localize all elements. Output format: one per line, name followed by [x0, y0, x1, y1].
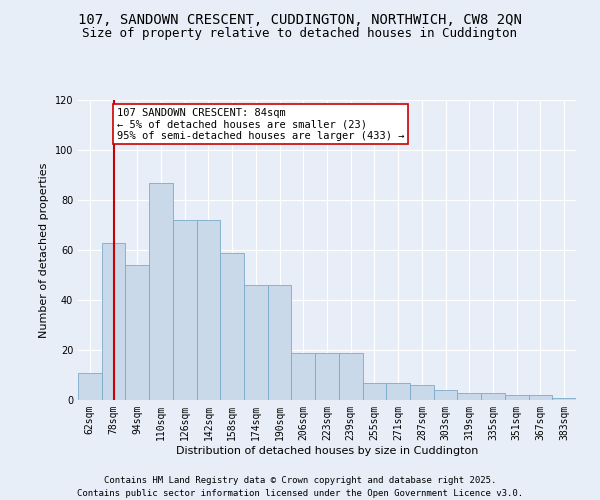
Bar — [410, 385, 434, 400]
Bar — [386, 382, 410, 400]
Bar — [457, 392, 481, 400]
Bar — [315, 352, 339, 400]
Bar — [125, 265, 149, 400]
Y-axis label: Number of detached properties: Number of detached properties — [39, 162, 49, 338]
Bar — [197, 220, 220, 400]
Bar — [362, 382, 386, 400]
Text: 107 SANDOWN CRESCENT: 84sqm
← 5% of detached houses are smaller (23)
95% of semi: 107 SANDOWN CRESCENT: 84sqm ← 5% of deta… — [117, 108, 404, 140]
Bar — [244, 285, 268, 400]
Bar — [292, 352, 315, 400]
Bar — [220, 252, 244, 400]
Bar — [552, 398, 576, 400]
Text: Contains HM Land Registry data © Crown copyright and database right 2025.
Contai: Contains HM Land Registry data © Crown c… — [77, 476, 523, 498]
Text: Size of property relative to detached houses in Cuddington: Size of property relative to detached ho… — [83, 28, 517, 40]
Bar — [173, 220, 197, 400]
Bar — [102, 242, 125, 400]
Bar — [149, 182, 173, 400]
Text: 107, SANDOWN CRESCENT, CUDDINGTON, NORTHWICH, CW8 2QN: 107, SANDOWN CRESCENT, CUDDINGTON, NORTH… — [78, 12, 522, 26]
Bar — [529, 395, 552, 400]
Bar — [268, 285, 292, 400]
Bar — [78, 372, 102, 400]
Bar — [339, 352, 362, 400]
Bar — [481, 392, 505, 400]
Bar — [434, 390, 457, 400]
Bar — [505, 395, 529, 400]
X-axis label: Distribution of detached houses by size in Cuddington: Distribution of detached houses by size … — [176, 446, 478, 456]
